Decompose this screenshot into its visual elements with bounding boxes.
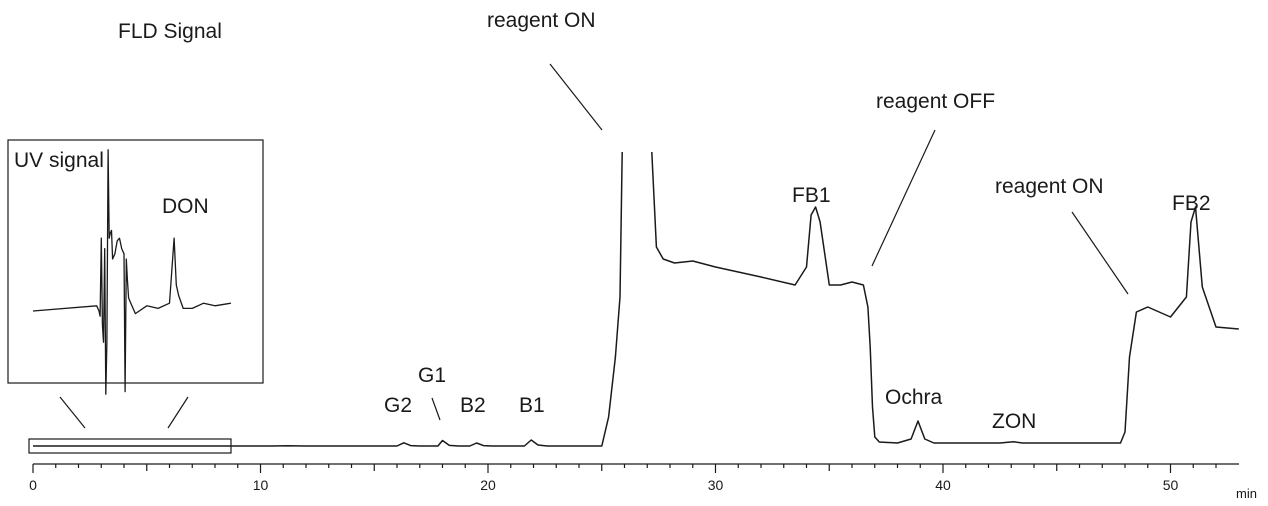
inset-label: UV signal bbox=[14, 149, 104, 172]
x-tick-label: 30 bbox=[708, 477, 724, 493]
peak-label-g1: G1 bbox=[418, 364, 446, 387]
peak-label-ochra: Ochra bbox=[885, 386, 943, 409]
leader-reagent-on-1 bbox=[549, 63, 603, 131]
leader-reagent-off bbox=[871, 129, 936, 267]
peak-label-don: DON bbox=[162, 195, 209, 218]
zoom-connector-left bbox=[59, 396, 86, 429]
zoom-connector-right bbox=[167, 396, 189, 429]
chart-title: FLD Signal bbox=[118, 20, 222, 43]
annotation-lines bbox=[431, 63, 1129, 421]
peak-label-zon: ZON bbox=[992, 410, 1036, 433]
peak-label-b2: B2 bbox=[460, 394, 486, 417]
x-tick-label: 10 bbox=[253, 477, 269, 493]
x-axis bbox=[32, 463, 1239, 473]
annotation-reagent-on-2: reagent ON bbox=[995, 175, 1104, 198]
zoom-region-box bbox=[28, 438, 232, 454]
peak-label-b1: B1 bbox=[519, 394, 545, 417]
x-axis-unit: min bbox=[1236, 486, 1257, 501]
peak-label-g2: G2 bbox=[384, 394, 412, 417]
x-tick-label: 50 bbox=[1163, 477, 1179, 493]
annotation-reagent-off: reagent OFF bbox=[876, 90, 995, 113]
annotations: reagent ON reagent OFF reagent ON G2 G1 … bbox=[162, 9, 1211, 433]
uv-signal-series bbox=[32, 149, 232, 395]
fld-signal-series bbox=[33, 151, 1239, 447]
x-tick-label: 40 bbox=[935, 477, 951, 493]
peak-label-fb1: FB1 bbox=[792, 184, 831, 207]
leader-g1 bbox=[431, 397, 441, 421]
leader-reagent-on-2 bbox=[1071, 211, 1129, 295]
peak-label-fb2: FB2 bbox=[1172, 192, 1211, 215]
x-tick-label: 20 bbox=[480, 477, 496, 493]
uv-inset: UV signal bbox=[7, 139, 264, 395]
inset-frame bbox=[7, 139, 264, 384]
annotation-reagent-on-1: reagent ON bbox=[487, 9, 596, 32]
x-tick-label: 0 bbox=[29, 477, 37, 493]
